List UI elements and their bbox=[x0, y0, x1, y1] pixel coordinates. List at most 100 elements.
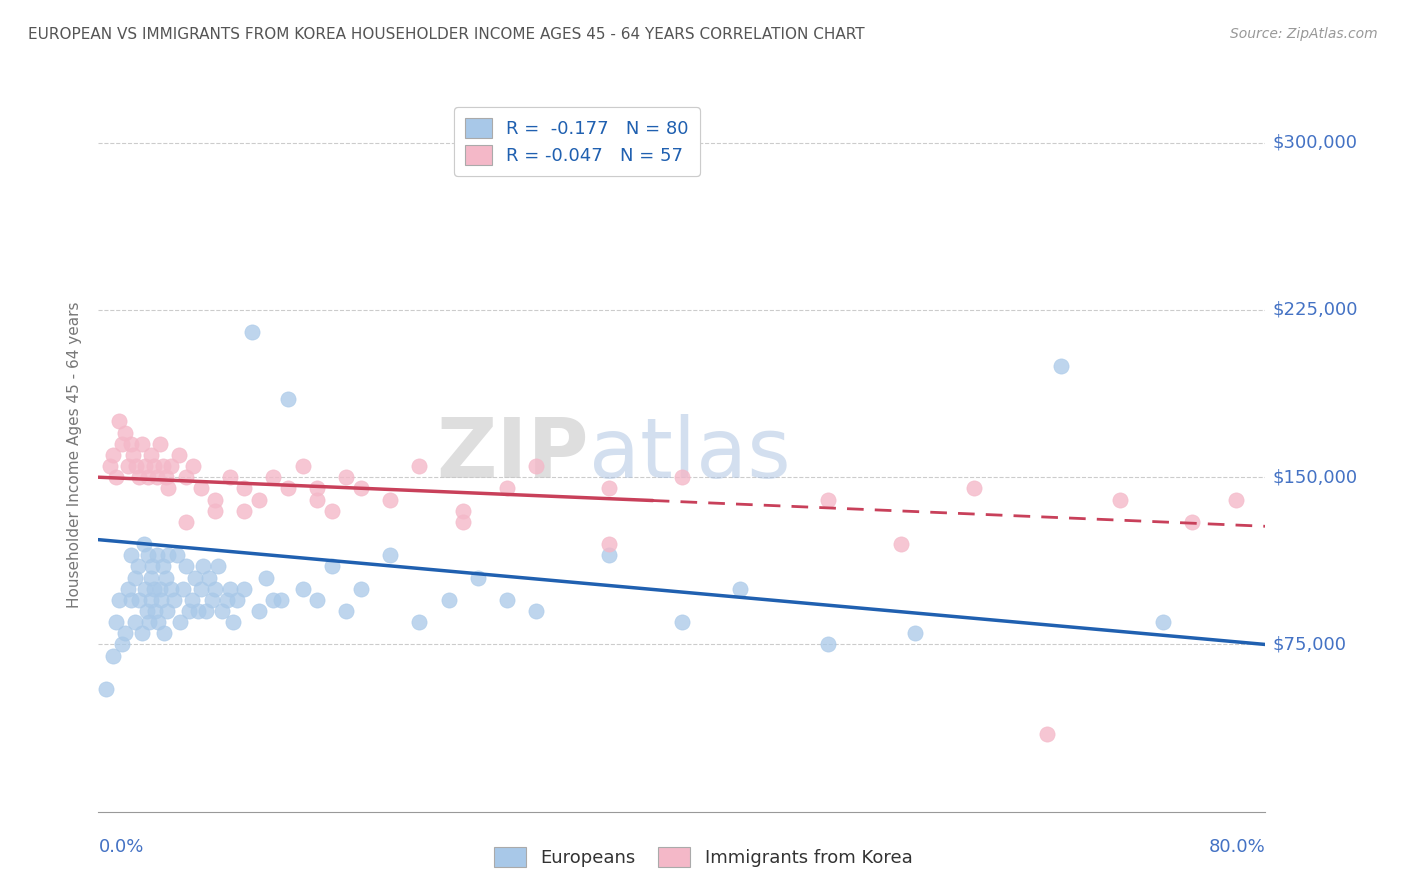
Text: EUROPEAN VS IMMIGRANTS FROM KOREA HOUSEHOLDER INCOME AGES 45 - 64 YEARS CORRELAT: EUROPEAN VS IMMIGRANTS FROM KOREA HOUSEH… bbox=[28, 27, 865, 42]
Point bbox=[524, 458, 547, 473]
Point bbox=[181, 458, 204, 473]
Point bbox=[1181, 515, 1204, 529]
Point bbox=[321, 559, 343, 574]
Point bbox=[160, 458, 183, 473]
Point bbox=[117, 458, 139, 473]
Point bbox=[195, 604, 218, 618]
Point bbox=[437, 592, 460, 607]
Point bbox=[142, 582, 165, 596]
Point bbox=[160, 582, 183, 596]
Point bbox=[190, 482, 212, 496]
Point bbox=[201, 592, 224, 607]
Point bbox=[221, 615, 243, 630]
Point bbox=[291, 458, 314, 473]
Point bbox=[728, 582, 751, 596]
Point bbox=[321, 503, 343, 517]
Point bbox=[104, 470, 127, 484]
Point bbox=[136, 548, 159, 563]
Point bbox=[101, 648, 124, 663]
Point bbox=[291, 582, 314, 596]
Point bbox=[598, 482, 620, 496]
Point bbox=[149, 436, 172, 450]
Point bbox=[226, 592, 249, 607]
Point bbox=[131, 626, 153, 640]
Point bbox=[174, 559, 197, 574]
Point bbox=[350, 582, 373, 596]
Point bbox=[167, 448, 190, 462]
Point bbox=[262, 592, 284, 607]
Point bbox=[139, 592, 162, 607]
Point bbox=[111, 637, 134, 651]
Point bbox=[148, 615, 170, 630]
Point bbox=[524, 604, 547, 618]
Point bbox=[135, 604, 157, 618]
Point bbox=[153, 626, 176, 640]
Point bbox=[128, 592, 150, 607]
Point bbox=[204, 492, 226, 507]
Point bbox=[262, 470, 284, 484]
Point bbox=[247, 492, 270, 507]
Point bbox=[141, 559, 163, 574]
Point bbox=[169, 615, 191, 630]
Point bbox=[190, 582, 212, 596]
Point bbox=[138, 615, 160, 630]
Point bbox=[104, 615, 127, 630]
Point bbox=[233, 482, 256, 496]
Point bbox=[335, 470, 357, 484]
Point bbox=[180, 592, 202, 607]
Point bbox=[408, 458, 430, 473]
Point bbox=[98, 458, 121, 473]
Point bbox=[204, 503, 226, 517]
Point bbox=[157, 482, 180, 496]
Text: $150,000: $150,000 bbox=[1272, 468, 1358, 486]
Point bbox=[1050, 359, 1073, 373]
Point bbox=[139, 571, 162, 585]
Point bbox=[817, 637, 839, 651]
Text: $225,000: $225,000 bbox=[1272, 301, 1358, 319]
Point bbox=[218, 470, 240, 484]
Point bbox=[132, 537, 155, 551]
Point bbox=[233, 503, 256, 517]
Point bbox=[277, 482, 299, 496]
Point bbox=[152, 458, 174, 473]
Point bbox=[101, 448, 124, 462]
Point bbox=[114, 425, 136, 440]
Point bbox=[134, 458, 156, 473]
Point bbox=[120, 592, 142, 607]
Point bbox=[193, 559, 215, 574]
Point bbox=[163, 592, 186, 607]
Point bbox=[155, 571, 177, 585]
Point bbox=[240, 325, 263, 339]
Text: $75,000: $75,000 bbox=[1272, 635, 1347, 654]
Point bbox=[598, 537, 620, 551]
Point bbox=[1108, 492, 1130, 507]
Text: 80.0%: 80.0% bbox=[1209, 838, 1265, 856]
Text: $300,000: $300,000 bbox=[1272, 134, 1357, 152]
Point bbox=[122, 448, 145, 462]
Point bbox=[408, 615, 430, 630]
Y-axis label: Householder Income Ages 45 - 64 years: Householder Income Ages 45 - 64 years bbox=[67, 301, 83, 608]
Point bbox=[172, 582, 194, 596]
Point bbox=[174, 470, 197, 484]
Point bbox=[451, 503, 474, 517]
Point bbox=[1225, 492, 1247, 507]
Point bbox=[307, 592, 329, 607]
Point bbox=[378, 548, 402, 563]
Point bbox=[114, 626, 136, 640]
Point bbox=[139, 448, 162, 462]
Point bbox=[117, 582, 139, 596]
Point bbox=[451, 515, 474, 529]
Point bbox=[149, 582, 172, 596]
Point bbox=[1035, 726, 1057, 740]
Point bbox=[904, 626, 927, 640]
Point bbox=[187, 604, 209, 618]
Point bbox=[962, 482, 984, 496]
Point bbox=[156, 604, 179, 618]
Point bbox=[143, 604, 166, 618]
Point bbox=[335, 604, 357, 618]
Point bbox=[218, 582, 240, 596]
Point bbox=[254, 571, 277, 585]
Point bbox=[120, 548, 142, 563]
Point bbox=[598, 548, 620, 563]
Point bbox=[247, 604, 270, 618]
